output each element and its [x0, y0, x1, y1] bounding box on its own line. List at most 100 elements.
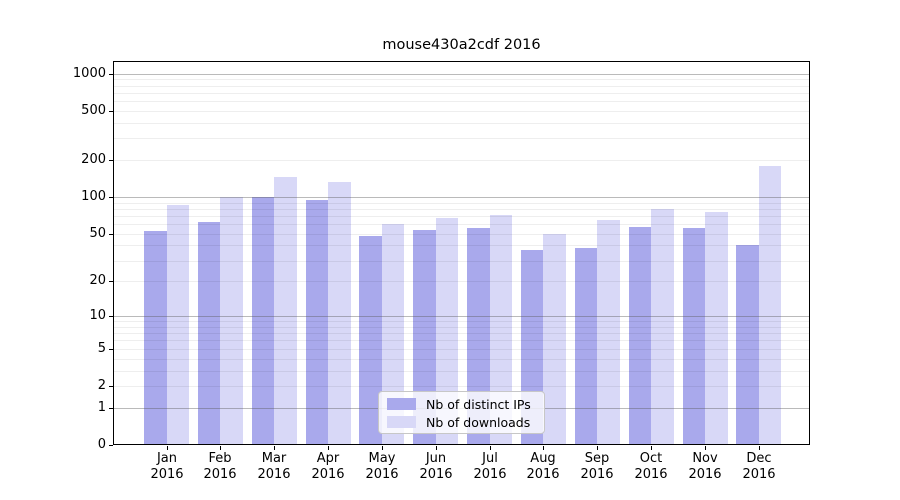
bar-downloads-nov — [705, 212, 728, 444]
legend-swatch-downloads — [387, 416, 416, 428]
x-tick-label: Mar 2016 — [257, 451, 291, 482]
legend-swatch-distinct-ips — [387, 398, 416, 410]
bar-distinct-ips-sep — [574, 248, 598, 444]
x-tick-mark — [651, 446, 652, 450]
x-tick-label: Nov 2016 — [688, 451, 722, 482]
legend-label-distinct-ips: Nb of distinct IPs — [426, 396, 531, 412]
gridline-minor — [114, 349, 809, 350]
bar-distinct-ips-jul — [467, 227, 490, 444]
y-tick-label: 0 — [97, 437, 106, 452]
y-tick-label: 100 — [81, 189, 106, 204]
y-tick-label: 1000 — [72, 66, 106, 81]
bar-downloads-jan — [166, 205, 189, 444]
y-tick-label: 20 — [89, 273, 106, 288]
x-tick-mark — [759, 446, 760, 450]
gridline-minor — [114, 86, 809, 87]
gridline-minor — [114, 245, 809, 246]
y-tick-mark — [109, 349, 113, 350]
bar-downloads-oct — [651, 208, 674, 444]
y-tick-label: 50 — [89, 226, 106, 241]
bar-downloads-apr — [328, 181, 351, 444]
legend: Nb of distinct IPs Nb of downloads — [378, 391, 545, 434]
gridline-minor — [114, 209, 809, 210]
y-tick-mark — [109, 197, 113, 198]
bar-distinct-ips-jun — [413, 229, 436, 444]
x-tick-label: Dec 2016 — [742, 451, 776, 482]
gridline-minor — [114, 333, 809, 334]
bar-downloads-feb — [220, 197, 243, 444]
x-tick-label: Jul 2016 — [473, 451, 507, 482]
x-tick-mark — [382, 446, 383, 450]
x-tick-label: May 2016 — [365, 451, 399, 482]
bar-distinct-ips-may — [359, 235, 382, 444]
x-tick-mark — [220, 446, 221, 450]
gridline-minor — [114, 93, 809, 94]
gridline-minor — [114, 321, 809, 322]
bar-distinct-ips-dec — [736, 245, 759, 444]
legend-item-downloads: Nb of downloads — [379, 413, 544, 431]
y-tick-label: 2 — [97, 378, 106, 393]
bar-distinct-ips-oct — [628, 226, 652, 444]
y-tick-mark — [109, 316, 113, 317]
x-tick-label: Oct 2016 — [634, 451, 668, 482]
y-tick-mark — [109, 160, 113, 161]
y-tick-label: 200 — [81, 152, 106, 167]
gridline-minor — [114, 281, 809, 282]
y-tick-mark — [109, 445, 113, 446]
chart-title: mouse430a2cdf 2016 — [382, 37, 541, 53]
bar-distinct-ips-nov — [682, 227, 705, 444]
gridline-minor — [114, 371, 809, 372]
legend-label-downloads: Nb of downloads — [426, 414, 531, 430]
x-tick-mark — [167, 446, 168, 450]
bar-distinct-ips-jan — [144, 230, 167, 444]
legend-item-distinct-ips: Nb of distinct IPs — [379, 395, 544, 413]
bar-downloads-sep — [597, 219, 620, 444]
gridline-minor — [114, 224, 809, 225]
gridline-minor — [114, 234, 809, 235]
gridline-minor — [114, 203, 809, 204]
y-tick-label: 10 — [89, 308, 106, 323]
gridline-major — [114, 74, 809, 75]
gridline-minor — [114, 327, 809, 328]
gridline-minor — [114, 216, 809, 217]
gridline-minor — [114, 386, 809, 387]
y-tick-mark — [109, 74, 113, 75]
gridline-minor — [114, 359, 809, 360]
x-tick-label: Apr 2016 — [311, 451, 345, 482]
gridline-minor — [114, 111, 809, 112]
bar-downloads-mar — [274, 177, 297, 444]
y-tick-mark — [109, 408, 113, 409]
bar-distinct-ips-apr — [305, 199, 329, 444]
x-tick-label: Sep 2016 — [580, 451, 614, 482]
y-tick-label: 1 — [97, 400, 106, 415]
bar-downloads-jun — [435, 218, 459, 444]
y-tick-mark — [109, 281, 113, 282]
y-tick-mark — [109, 386, 113, 387]
y-tick-mark — [109, 111, 113, 112]
x-tick-mark — [328, 446, 329, 450]
y-tick-mark — [109, 234, 113, 235]
bar-downloads-aug — [543, 233, 566, 444]
x-tick-mark — [274, 446, 275, 450]
bar-distinct-ips-mar — [251, 196, 275, 444]
x-tick-label: Feb 2016 — [203, 451, 237, 482]
x-tick-label: Jan 2016 — [150, 451, 184, 482]
bar-downloads-may — [381, 224, 405, 444]
gridline-minor — [114, 123, 809, 124]
gridline-minor — [114, 160, 809, 161]
gridline-minor — [114, 138, 809, 139]
gridline-major — [114, 316, 809, 317]
x-tick-mark — [490, 446, 491, 450]
bar-downloads-jul — [489, 215, 513, 444]
gridline-minor — [114, 261, 809, 262]
x-tick-mark — [436, 446, 437, 450]
x-tick-mark — [705, 446, 706, 450]
bar-distinct-ips-feb — [197, 222, 221, 444]
x-tick-label: Jun 2016 — [419, 451, 453, 482]
y-tick-label: 5 — [97, 341, 106, 356]
y-tick-label: 500 — [81, 103, 106, 118]
gridline-minor — [114, 340, 809, 341]
x-tick-mark — [597, 446, 598, 450]
gridline-major — [114, 197, 809, 198]
